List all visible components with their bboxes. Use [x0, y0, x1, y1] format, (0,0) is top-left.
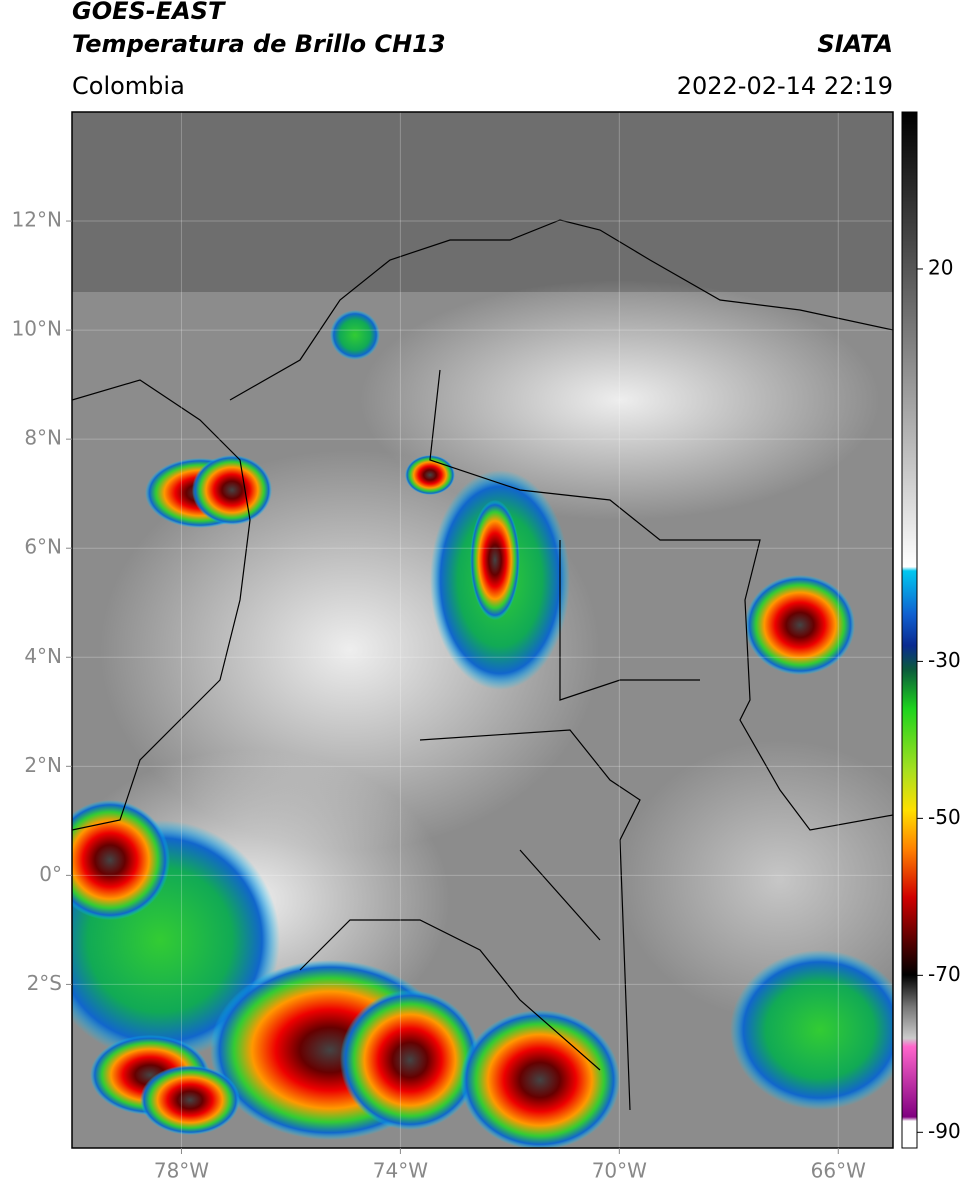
- colorbar-tick-label: -70: [928, 962, 961, 986]
- colorbar-tick-label: 20: [928, 255, 953, 279]
- datetime: 2022-02-14 22:19: [677, 72, 893, 100]
- colorbar: [901, 111, 918, 1149]
- x-tick-label: 78°W: [154, 1159, 209, 1183]
- region: Colombia: [72, 72, 185, 100]
- x-tick-label: 70°W: [592, 1159, 647, 1183]
- y-tick-label: 12°N: [12, 208, 62, 232]
- y-tick-label: 2°S: [27, 971, 62, 995]
- y-tick-label: 0°: [39, 862, 62, 886]
- x-tick-label: 74°W: [373, 1159, 428, 1183]
- y-tick-label: 10°N: [12, 317, 62, 341]
- y-tick-label: 8°N: [24, 426, 62, 450]
- title: GOES-EAST: [72, 0, 226, 25]
- colorbar-tick-label: -50: [928, 805, 961, 829]
- y-tick-label: 2°N: [24, 753, 62, 777]
- y-tick-label: 4°N: [24, 644, 62, 668]
- subtitle: Temperatura de Brillo CH13: [72, 30, 446, 58]
- map-frame: [71, 111, 894, 1149]
- x-tick-label: 66°W: [811, 1159, 866, 1183]
- satellite-image: [72, 112, 893, 1148]
- y-tick-label: 6°N: [24, 535, 62, 559]
- colorbar-tick-label: -90: [928, 1119, 961, 1143]
- source: SIATA: [817, 30, 893, 58]
- colorbar-tick-label: -30: [928, 648, 961, 672]
